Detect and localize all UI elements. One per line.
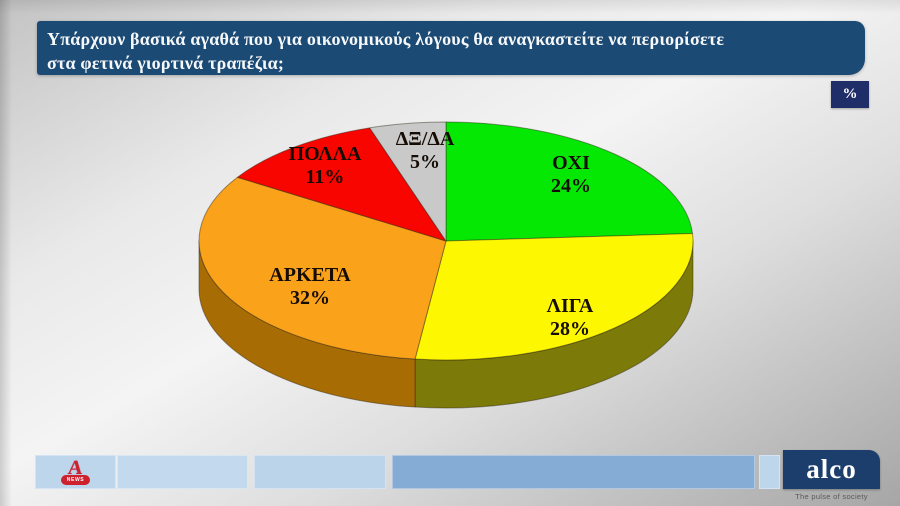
pie-slice-ΑΡΚΕΤΑ: [198, 176, 447, 360]
question-text: Υπάρχουν βασικά αγαθά που για οικονομικο…: [47, 29, 725, 74]
alco-logo: alco: [783, 450, 880, 489]
percent-unit-badge: %: [831, 81, 869, 108]
footer-tile-4: [392, 455, 755, 489]
pie-slice-ΔΞ/ΔΑ: [369, 121, 447, 242]
footer-tile-2: [117, 455, 248, 489]
alpha-letter-icon: A: [67, 456, 84, 479]
pie-slice-ΟΧΙ: [445, 121, 694, 242]
question-banner: Υπάρχουν βασικά αγαθά που για οικονομικο…: [37, 21, 865, 75]
pie-slice-ΛΙΓΑ: [414, 233, 694, 361]
alpha-news-caption: NEWS: [60, 474, 91, 485]
alpha-news-logo: A NEWS: [35, 455, 116, 489]
footer-tile-5: [759, 455, 780, 489]
alco-tagline: The pulse of society: [795, 492, 868, 501]
pie-slice-ΠΟΛΛΑ: [236, 127, 447, 242]
footer-tile-alpha: A NEWS: [35, 455, 116, 489]
footer-tile-3: [254, 455, 386, 489]
